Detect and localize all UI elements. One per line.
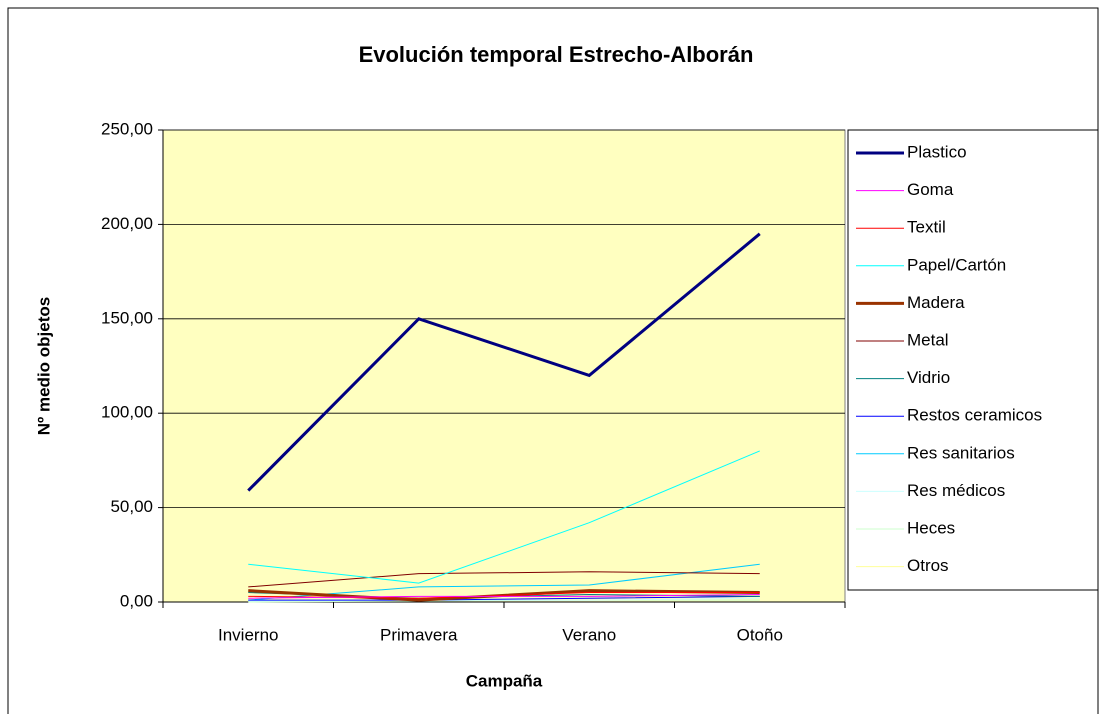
y-tick-label: 50,00 bbox=[110, 497, 153, 516]
legend-label: Plastico bbox=[907, 142, 967, 161]
legend-label: Goma bbox=[907, 180, 954, 199]
y-tick-label: 250,00 bbox=[101, 119, 153, 138]
legend-label: Textil bbox=[907, 218, 946, 237]
y-tick-label: 200,00 bbox=[101, 214, 153, 233]
series-line bbox=[248, 571, 760, 588]
legend-label: Otros bbox=[907, 556, 949, 575]
series-line bbox=[248, 563, 760, 601]
series-line bbox=[248, 593, 760, 599]
x-axis-label: Campaña bbox=[466, 671, 543, 690]
plot-area bbox=[162, 129, 846, 603]
y-tick-label: 100,00 bbox=[101, 403, 153, 422]
chart-title: Evolución temporal Estrecho-Alborán bbox=[359, 42, 754, 67]
series-line bbox=[248, 595, 760, 601]
legend-label: Res sanitarios bbox=[907, 443, 1015, 462]
series-line bbox=[248, 450, 760, 584]
legend-label: Vidrio bbox=[907, 368, 950, 387]
series-line bbox=[247, 232, 761, 492]
x-tick-label: Otoño bbox=[737, 625, 783, 644]
legend-label: Restos ceramicos bbox=[907, 406, 1042, 425]
legend-box bbox=[847, 129, 1099, 591]
legend-label: Res médicos bbox=[907, 481, 1005, 500]
legend-label: Heces bbox=[907, 518, 955, 537]
y-axis-label: Nº medio objetos bbox=[34, 297, 53, 435]
y-tick-label: 0,00 bbox=[120, 591, 153, 610]
legend-label: Madera bbox=[907, 293, 965, 312]
x-tick-label: Primavera bbox=[380, 625, 458, 644]
x-tick-label: Invierno bbox=[218, 625, 278, 644]
y-tick-label: 150,00 bbox=[101, 308, 153, 327]
legend-label: Papel/Cartón bbox=[907, 255, 1006, 274]
x-tick-label: Verano bbox=[562, 625, 616, 644]
legend-label: Metal bbox=[907, 330, 949, 349]
